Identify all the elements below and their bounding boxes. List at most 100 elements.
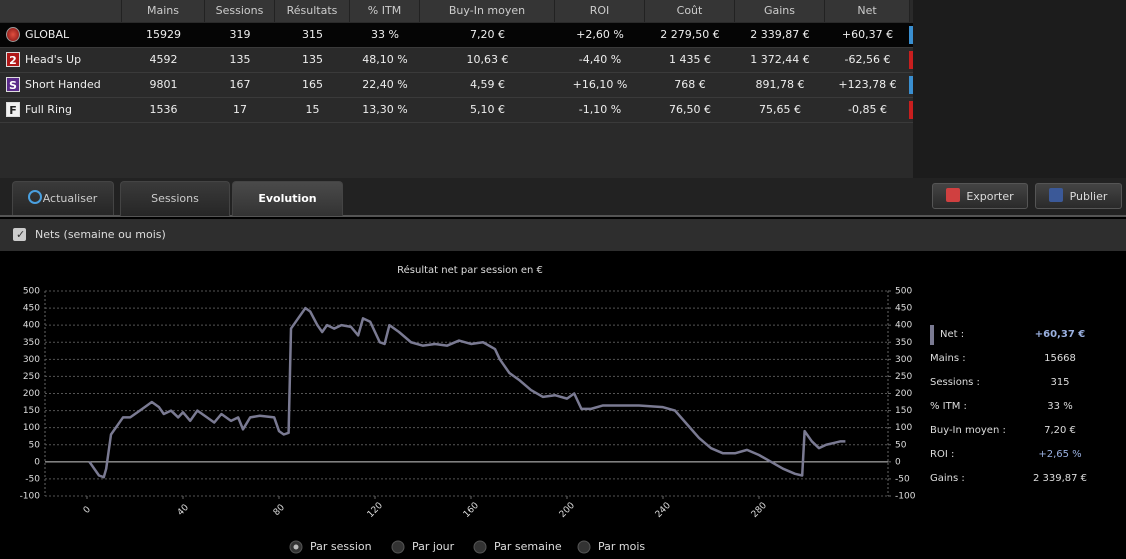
tab[interactable]: Sessions xyxy=(120,181,230,216)
y2-tick-label: 450 xyxy=(895,304,912,314)
radio-dot xyxy=(293,544,299,550)
table-cell: 48,10 % xyxy=(362,53,408,66)
y2-tick-label: 300 xyxy=(895,355,912,365)
x-tick-label: 80 xyxy=(272,503,287,518)
column-header: ROI xyxy=(555,0,645,22)
table-cell: 13,30 % xyxy=(362,103,408,116)
x-tick-label: 0 xyxy=(82,505,93,516)
table-cell: 135 xyxy=(302,53,323,66)
table-cell: 5,10 € xyxy=(470,103,505,116)
x-tick-label: 200 xyxy=(558,501,577,520)
row-name: Short Handed xyxy=(25,78,101,91)
table-cell: 7,20 € xyxy=(470,28,505,41)
stat-label: Buy-In moyen : xyxy=(930,425,1006,436)
tab[interactable]: Evolution xyxy=(232,181,343,216)
y-tick-label: 250 xyxy=(23,372,40,382)
y-tick-label: 450 xyxy=(23,304,40,314)
table-cell: 165 xyxy=(302,78,323,91)
y2-tick-label: 350 xyxy=(895,338,912,348)
top-panel: Mains Sessions Résultats% ITM Buy-In moyen R… xyxy=(0,0,1126,178)
table-cell: -4,40 % xyxy=(578,53,622,66)
x-tick-label: 120 xyxy=(366,501,385,520)
table-cell: 15 xyxy=(305,103,320,116)
table-cell: 1536 xyxy=(149,103,178,116)
y2-tick-label: 100 xyxy=(895,423,912,433)
row-icon: S xyxy=(6,77,20,92)
row-icon: F xyxy=(6,102,20,117)
table-row[interactable]: F Full Ring 1536 17 15 13,30 % 5,10 € -1,10 % 76… xyxy=(0,98,913,123)
y-tick-label: 400 xyxy=(23,321,40,331)
row-icon: 2 xyxy=(6,52,20,67)
table-cell: 9801 xyxy=(149,78,178,91)
table-cell: 135 xyxy=(229,53,251,66)
stat-value: 15668 xyxy=(1044,353,1076,364)
table-cell: 17 xyxy=(233,103,247,116)
x-tick-label: 240 xyxy=(654,501,673,520)
x-tick-label: 160 xyxy=(462,501,481,520)
net-marker xyxy=(930,325,934,345)
row-indicator xyxy=(909,51,913,69)
header-cell xyxy=(0,0,122,22)
y2-tick-label: 0 xyxy=(895,457,901,467)
stat-value: +60,37 € xyxy=(1034,329,1086,340)
column-header: Mains xyxy=(122,0,205,22)
checkbox[interactable] xyxy=(13,228,26,241)
table-row[interactable]: S Short Handed 9801 167 165 22,40 % 4,59 € +16,… xyxy=(0,73,913,98)
y-tick-label: -100 xyxy=(20,492,41,502)
table-cell: 1 435 € xyxy=(669,53,711,66)
column-header: Gains xyxy=(735,0,825,22)
table-cell: 10,63 € xyxy=(466,53,509,66)
table-cell: 33 % xyxy=(371,28,399,41)
column-header: % ITM xyxy=(350,0,420,22)
y-tick-label: 150 xyxy=(23,406,40,416)
row-name: GLOBAL xyxy=(25,28,70,41)
stat-value: 7,20 € xyxy=(1044,425,1076,436)
table-cell: 315 xyxy=(302,28,323,41)
stat-label: Net : xyxy=(940,329,965,340)
y2-tick-label: -50 xyxy=(895,474,910,484)
radio-label: Par mois xyxy=(598,540,645,553)
chart: Résultat net par session en € -100 -50 0 50 1… xyxy=(20,264,916,554)
option-row: ✓ Nets (semaine ou mois) xyxy=(0,219,1126,251)
y-tick-label: 50 xyxy=(29,440,41,450)
row-indicator xyxy=(909,26,913,44)
radio xyxy=(577,540,591,554)
table-cell: 2 279,50 € xyxy=(660,28,720,41)
y-tick-label: 500 xyxy=(23,287,40,297)
table-cell: 768 € xyxy=(674,78,706,91)
row-name: Head's Up xyxy=(25,53,82,66)
y-tick-label: 200 xyxy=(23,389,40,399)
table-cell: +60,37 € xyxy=(841,28,894,41)
column-header: Buy-In moyen xyxy=(420,0,555,22)
y-tick-label: 300 xyxy=(23,355,40,365)
column-header: Coût xyxy=(645,0,735,22)
column-header: Résultats xyxy=(275,0,350,22)
y2-tick-label: 500 xyxy=(895,287,912,297)
refresh-icon xyxy=(28,190,42,204)
table-cell: -0,85 € xyxy=(848,103,887,116)
table-cell: +16,10 % xyxy=(572,78,628,91)
row-icon xyxy=(6,27,20,42)
y2-tick-label: 250 xyxy=(895,372,912,382)
stat-label: % ITM : xyxy=(930,401,967,412)
table-row[interactable]: 2 Head's Up 4592 135 135 48,10 % 10,63 € -4,40 … xyxy=(0,48,913,73)
table-cell: -62,56 € xyxy=(844,53,891,66)
checkbox-label[interactable]: Nets (semaine ou mois) xyxy=(35,228,166,241)
table-cell: +2,60 % xyxy=(576,28,624,41)
table-cell: 4592 xyxy=(149,53,178,66)
table-row[interactable]: GLOBAL 15929 319 315 33 % 7,20 € +2,60 % 2 279,… xyxy=(0,23,913,48)
check-mark: ✓ xyxy=(16,228,26,241)
row-name: Full Ring xyxy=(25,103,72,116)
table-cell: 2 339,87 € xyxy=(750,28,810,41)
table-cell: -1,10 % xyxy=(578,103,622,116)
column-header: Net xyxy=(825,0,910,22)
table-cell: +123,78 € xyxy=(838,78,897,91)
y-tick-label: 100 xyxy=(23,423,40,433)
table-cell: 22,40 % xyxy=(362,78,408,91)
radio xyxy=(473,540,487,554)
x-tick-label: 280 xyxy=(750,501,769,520)
radio-label: Par session xyxy=(310,540,372,553)
y2-tick-label: 400 xyxy=(895,321,912,331)
column-header: Sessions xyxy=(205,0,275,22)
